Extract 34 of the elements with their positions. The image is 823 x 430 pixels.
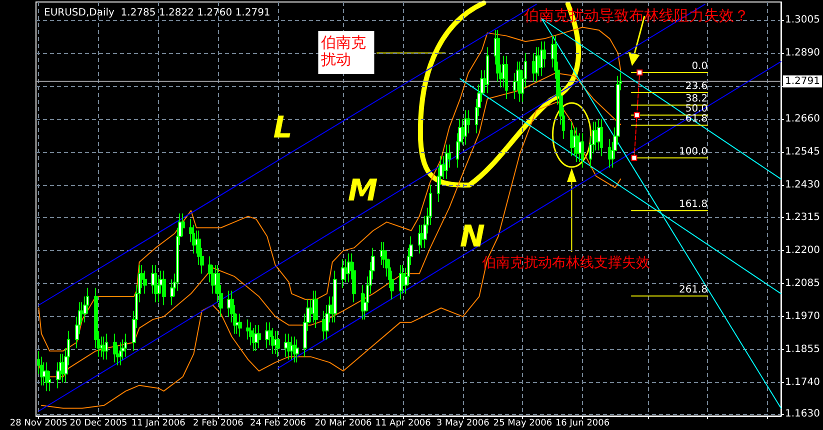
annotation: L: [273, 110, 292, 146]
y-tick-label: 1.2660: [785, 113, 820, 124]
annotation: 161.8: [678, 199, 708, 210]
x-tick-label: 16 Jun 2006: [555, 418, 610, 428]
x-tick-label: 28 Nov 2005: [10, 418, 68, 428]
annotation: M: [348, 174, 378, 208]
y-tick-label: 1.2890: [785, 48, 820, 58]
x-tick-label: 11 Jan 2006: [131, 418, 186, 428]
annotation: 261.8: [678, 284, 708, 296]
x-tick-label: 2 Feb 2006: [193, 418, 244, 428]
y-tick-label: 1.3005: [785, 14, 820, 26]
x-tick-label: 20 Mar 2006: [314, 418, 372, 428]
text: EURUSD,Daily 1.2785 1.2822 1.2760 1.2791: [44, 8, 270, 18]
y-tick-label: 1.2315: [785, 212, 820, 224]
ref-line-label: 1.2791: [785, 76, 820, 87]
x-tick-label: 24 Feb 2006: [250, 418, 306, 428]
x-tick-label: 11 Apr 2006: [375, 418, 432, 428]
x-tick-label: 3 May 2006: [436, 418, 490, 428]
y-tick-label: 1.1630: [785, 408, 820, 420]
annotation: 0.0: [692, 60, 708, 72]
y-tick-label: 1.2085: [785, 278, 820, 290]
annotation: N: [460, 220, 485, 254]
annotation: 23.6: [685, 81, 708, 92]
annotation: 38.2: [685, 94, 708, 105]
y-tick-label: 1.1740: [785, 376, 820, 388]
y-tick-label: 1.2200: [785, 245, 820, 256]
y-tick-label: 1.1855: [785, 344, 820, 356]
y-tick-label: 1.2430: [785, 179, 820, 190]
x-tick-label: 20 Dec 2005: [70, 418, 128, 428]
x-tick-label: 25 May 2006: [493, 418, 552, 428]
annotation: 伯南克扰动: [320, 34, 366, 68]
y-tick-label: 1.1970: [785, 311, 820, 322]
annotation: 100.0: [678, 146, 708, 158]
y-tick-label: 1.2545: [785, 146, 820, 158]
